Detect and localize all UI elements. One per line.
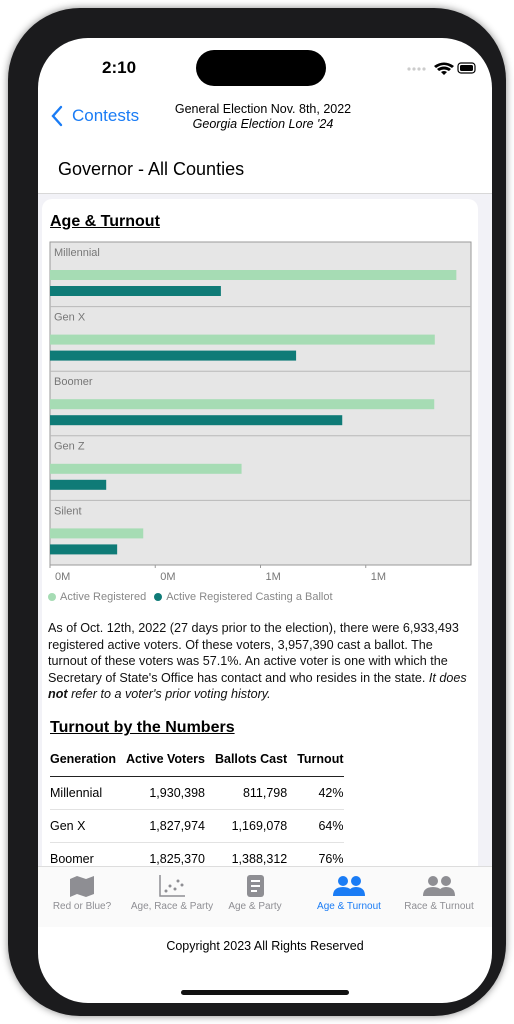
column-header: Turnout [287,742,344,777]
legend-item: Active Registered [48,591,146,603]
category-label: Boomer [54,376,93,388]
description-italic: refer to a voter's prior voting history. [71,687,271,702]
x-tick-label: 0M [55,571,70,583]
tab-bar: Red or Blue? Age, Race & Party Age & Par… [38,866,492,927]
category-label: Gen X [54,312,86,324]
tab-label: Age & Turnout [317,901,381,912]
nav-subtitle: Georgia Election Lore '24 [192,117,334,131]
bar [50,270,457,280]
tab-icon [70,876,94,897]
table-cell: 1,827,974 [116,809,205,843]
table-cell: Millennial [50,776,116,810]
scroll-view[interactable]: Age & Turnout Millennial Gen X Boomer Gen Z… [38,193,492,867]
table-cell: 1,825,370 [116,842,205,867]
nav-title: General Election Nov. 8th, 2022 [174,102,352,116]
category-label: Silent [54,505,82,517]
tab-label: Race & Turnout [404,901,474,912]
bar [50,415,343,426]
legend-item: Active Registered Casting a Ballot [154,591,333,603]
legend-label: Active Registered [60,591,147,603]
table-cell: 1,930,398 [116,776,205,810]
column-header: Generation [50,742,116,777]
tab-icon [247,875,264,897]
bar [50,286,221,296]
bar [50,528,144,539]
footer: Copyright 2023 All Rights Reserved [166,939,364,953]
tab[interactable]: Race & Turnout [394,867,484,927]
table-cell: 76% [287,842,344,867]
phone-frame: 2:10 Contests General Election Nov. 8th,… [8,8,506,1016]
bar [50,334,435,345]
turnout-table: Generation Active Voters Ballots Cast Turno… [50,742,344,867]
bar [50,350,297,361]
description-bold: not [48,687,68,702]
tab-label: Red or Blue? [52,901,112,912]
dynamic-island [196,50,326,86]
bar [50,399,435,410]
tab[interactable]: Age & Turnout [304,867,394,927]
table-cell: Gen X [50,809,116,843]
table-cell: 811,798 [204,776,288,810]
table-cell: 42% [287,776,344,810]
table-cell: 1,169,078 [204,809,288,843]
table-row: Gen X 1,827,974 1,169,078 64% [50,809,344,843]
bar [50,479,107,490]
table-row: Boomer 1,825,370 1,388,312 76% [50,842,344,867]
table-title: Turnout by the Numbers [50,719,235,736]
tab[interactable]: Age & Party [210,867,300,927]
page-header: Governor - All Counties [58,159,245,179]
category-label: Gen Z [54,441,85,453]
x-tick-label: 1M [266,571,281,583]
x-tick-label: 0M [160,571,175,583]
tab-label: Age & Party [228,901,282,912]
legend-swatch [48,593,56,601]
category-label: Millennial [54,247,100,259]
bar [50,463,242,474]
table-cell: 64% [287,809,344,843]
tab[interactable]: Red or Blue? [38,867,127,927]
tab-icon [333,876,365,896]
section-title: Age & Turnout [50,213,160,230]
status-icons [407,62,476,75]
tab-label: Age, Race & Party [130,901,214,912]
description-italic: It does [428,670,467,685]
column-header: Active Voters [116,742,205,777]
legend: Active Registered Active Registered Casti… [48,591,341,603]
tab-icon [159,875,185,897]
x-tick-label: 1M [371,571,386,583]
bar [50,544,118,555]
column-header: Ballots Cast [204,742,288,777]
tab[interactable]: Age, Race & Party [127,867,217,927]
description-text: As of Oct. 12th, 2022 (27 days prior to … [48,621,459,685]
table-row: Millennial 1,930,398 811,798 42% [50,776,344,810]
card: Age & Turnout Millennial Gen X Boomer Gen Z… [42,199,478,867]
back-button[interactable]: Contests [72,106,140,125]
legend-swatch [154,593,163,601]
description: As of Oct. 12th, 2022 (27 days prior to … [48,620,472,703]
status-time: 2:10 [102,58,137,77]
home-indicator [181,990,349,995]
tab-icon [423,876,455,896]
table-cell: Boomer [50,842,116,867]
screen: 2:10 Contests General Election Nov. 8th,… [38,38,492,1003]
chart: Millennial Gen X Boomer Gen Z Silent 0M 0M 1M 1M [49,241,472,583]
table-cell: 1,388,312 [204,842,288,867]
legend-label: Active Registered Casting a Ballot [166,591,333,603]
back-chevron[interactable] [50,105,64,127]
